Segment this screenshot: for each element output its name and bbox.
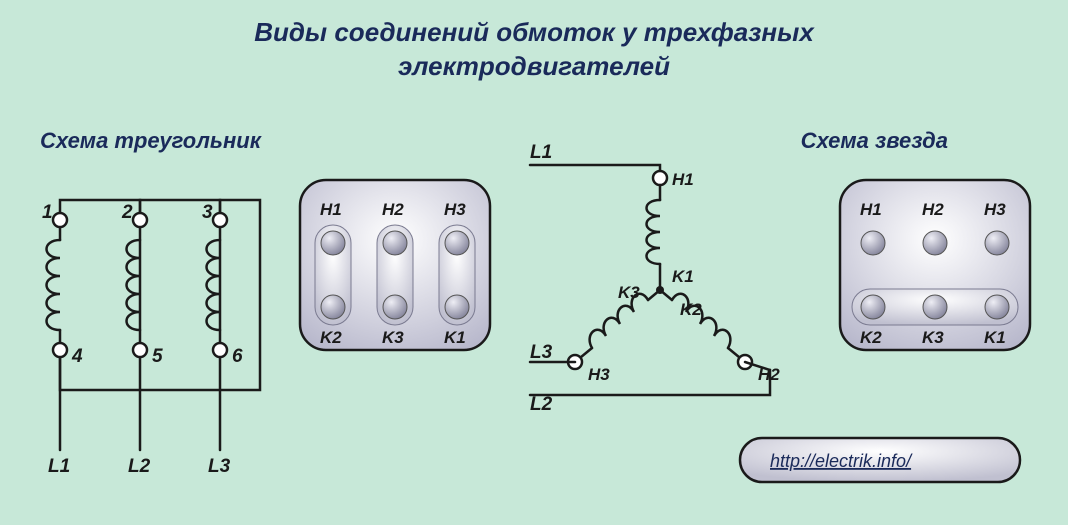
delta-L2: L2 (128, 456, 151, 477)
star-K1: K1 (672, 267, 694, 286)
delta-top-1: 1 (42, 202, 53, 223)
delta-bot-6: 6 (232, 346, 243, 367)
delta-box-K1: K1 (444, 328, 466, 347)
star-H3: H3 (588, 365, 610, 384)
delta-top-2: 2 (121, 202, 133, 223)
delta-L3: L3 (208, 456, 231, 477)
delta-box-H2: H2 (382, 200, 404, 219)
svg-text:http://electrik.info/: http://electrik.info/ (770, 451, 913, 471)
star-H1: H1 (672, 170, 694, 189)
star-schematic: L1 H1 K1 K3 K2 H3 H2 L3 L2 (530, 142, 780, 415)
delta-schematic: 1 2 3 4 5 6 L1 L2 L3 (42, 200, 260, 477)
delta-caption: Схема треугольник (40, 128, 261, 154)
star-box-K1: K1 (984, 328, 1006, 347)
star-K3: K3 (618, 283, 640, 302)
star-box-H2: H2 (922, 200, 944, 219)
delta-terminal-box: H1 H2 H3 K2 K3 K1 (300, 180, 490, 350)
star-box-K3: K3 (922, 328, 944, 347)
delta-bot-5: 5 (152, 346, 163, 367)
star-L1: L1 (530, 142, 552, 163)
star-box-K2: K2 (860, 328, 882, 347)
star-box-H3: H3 (984, 200, 1006, 219)
delta-bot-4: 4 (71, 346, 83, 367)
star-caption: Схема звезда (801, 128, 948, 154)
delta-L1: L1 (48, 456, 70, 477)
star-K2: K2 (680, 300, 702, 319)
star-terminal-box: H1 H2 H3 K2 K3 K1 (840, 180, 1030, 350)
delta-box-K2: K2 (320, 328, 342, 347)
delta-box-H3: H3 (444, 200, 466, 219)
source-link[interactable]: http://electrik.info/ (740, 438, 1020, 482)
delta-box-K3: K3 (382, 328, 404, 347)
star-L3: L3 (530, 342, 553, 363)
star-L2: L2 (530, 394, 553, 415)
star-H2: H2 (758, 365, 780, 384)
main-title: Виды соединений обмоток у трехфазныхэлек… (0, 0, 1068, 92)
delta-top-3: 3 (202, 202, 213, 223)
star-box-H1: H1 (860, 200, 882, 219)
delta-box-H1: H1 (320, 200, 342, 219)
